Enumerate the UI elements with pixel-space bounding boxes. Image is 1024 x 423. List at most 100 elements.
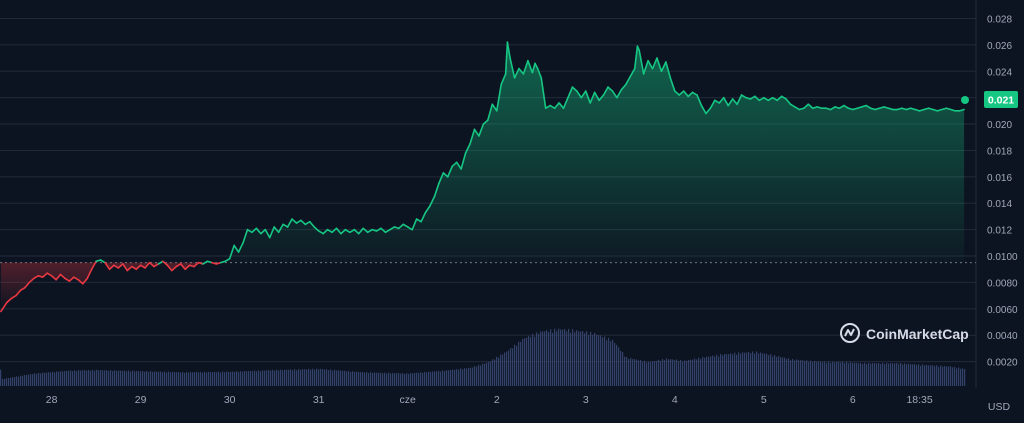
volume-bar [260, 371, 262, 386]
volume-bar [182, 372, 184, 386]
price-line-segment [19, 286, 26, 292]
volume-bar [736, 354, 738, 386]
price-line-segment [865, 104, 872, 110]
y-tick-label: 0.012 [987, 226, 1012, 237]
volume-bar [738, 352, 740, 386]
volume-bar [796, 359, 798, 386]
volume-bar [178, 372, 180, 386]
volume-bar [420, 372, 422, 386]
volume-bar [338, 370, 340, 386]
y-axis: 0.0020 0.0040 0.0060 0.0080 0.0100 0.012 0.014… [987, 14, 1018, 368]
volume-bar [678, 361, 680, 386]
volume-bar [924, 365, 926, 386]
volume-bar [34, 373, 36, 386]
price-line-segment [166, 264, 173, 272]
volume-bar [396, 373, 398, 386]
volume-bar [94, 370, 96, 386]
price-line-segment [117, 263, 124, 269]
price-line-segment [478, 123, 485, 137]
volume-bar [684, 360, 686, 386]
volume-bar [844, 363, 846, 386]
price-line-segment [446, 165, 454, 178]
price-line-segment [353, 228, 360, 235]
volume-bar [328, 370, 330, 386]
volume-bar [50, 372, 52, 386]
volume-bar [330, 369, 332, 386]
price-line-segment [513, 67, 520, 79]
price-line-segment [589, 91, 596, 104]
volume-bar [290, 369, 292, 386]
volume-bar [956, 368, 958, 386]
volume-bar [884, 364, 886, 386]
volume-bar [948, 366, 950, 386]
price-line-segment [598, 94, 605, 102]
current-price-label: 0.021 [988, 95, 1014, 107]
y-tick-label: 0.0040 [987, 331, 1018, 342]
volume-bar [438, 370, 440, 386]
volume-bar [862, 364, 864, 386]
price-line-segment [629, 67, 636, 78]
volume-bar [202, 372, 204, 386]
volume-bar [136, 370, 138, 386]
volume-bar [564, 329, 566, 386]
volume-bar [152, 371, 154, 386]
volume-bar [498, 357, 500, 386]
watermark-text: CoinMarketCap [866, 326, 969, 342]
volume-bar [594, 332, 596, 386]
price-line-segment [638, 49, 645, 75]
volume-bar [476, 366, 478, 386]
volume-bar [442, 370, 444, 386]
volume-bar [100, 370, 102, 386]
price-line-segment [340, 228, 347, 235]
y-tick-label: 0.014 [987, 199, 1012, 210]
volume-bar [220, 372, 222, 386]
price-line-segment [268, 226, 275, 239]
volume-bar [618, 347, 620, 386]
volume-bar [326, 369, 328, 386]
volume-bar [440, 371, 442, 386]
price-line-segment [527, 59, 534, 74]
price-line-segment [68, 276, 75, 282]
price-line-segment [179, 263, 186, 271]
volume-bar [134, 371, 136, 386]
volume-bar [484, 363, 486, 386]
price-line-segment [460, 152, 467, 170]
volume-bar [248, 371, 250, 386]
volume-bar [812, 362, 814, 386]
price-line-segment [33, 275, 40, 280]
volume-bar [66, 370, 68, 386]
price-line-segment [758, 96, 765, 102]
volume-bar [300, 369, 302, 386]
volume-bar [502, 354, 504, 386]
volume-bar [926, 364, 928, 386]
price-line-segment [362, 227, 369, 234]
volume-bar [696, 359, 698, 386]
volume-bar [698, 357, 700, 386]
price-line-segment [46, 272, 53, 277]
volume-bar [192, 372, 194, 386]
volume-bar [822, 362, 824, 386]
y-tick-label: 0.028 [987, 14, 1012, 25]
volume-bar [378, 372, 380, 386]
price-line-segment [576, 90, 583, 99]
price-line-segment [162, 260, 169, 267]
price-line-segment [6, 297, 13, 304]
volume-bar [162, 372, 164, 386]
volume-bar [646, 362, 648, 386]
volume-bar [370, 372, 372, 386]
price-line-segment [28, 277, 35, 284]
price-line-segment [544, 104, 551, 110]
volume-bar [374, 372, 376, 386]
price-line-segment [803, 103, 810, 110]
volume-bar [478, 364, 480, 386]
price-line-segment [406, 226, 413, 231]
price-line-segment [678, 90, 685, 96]
price-line-segment [727, 98, 734, 107]
price-line-segment [260, 228, 267, 235]
volume-bar [906, 364, 908, 386]
volume-bar [900, 362, 902, 386]
price-line-segment [607, 86, 614, 92]
price-line-segment [843, 104, 850, 110]
